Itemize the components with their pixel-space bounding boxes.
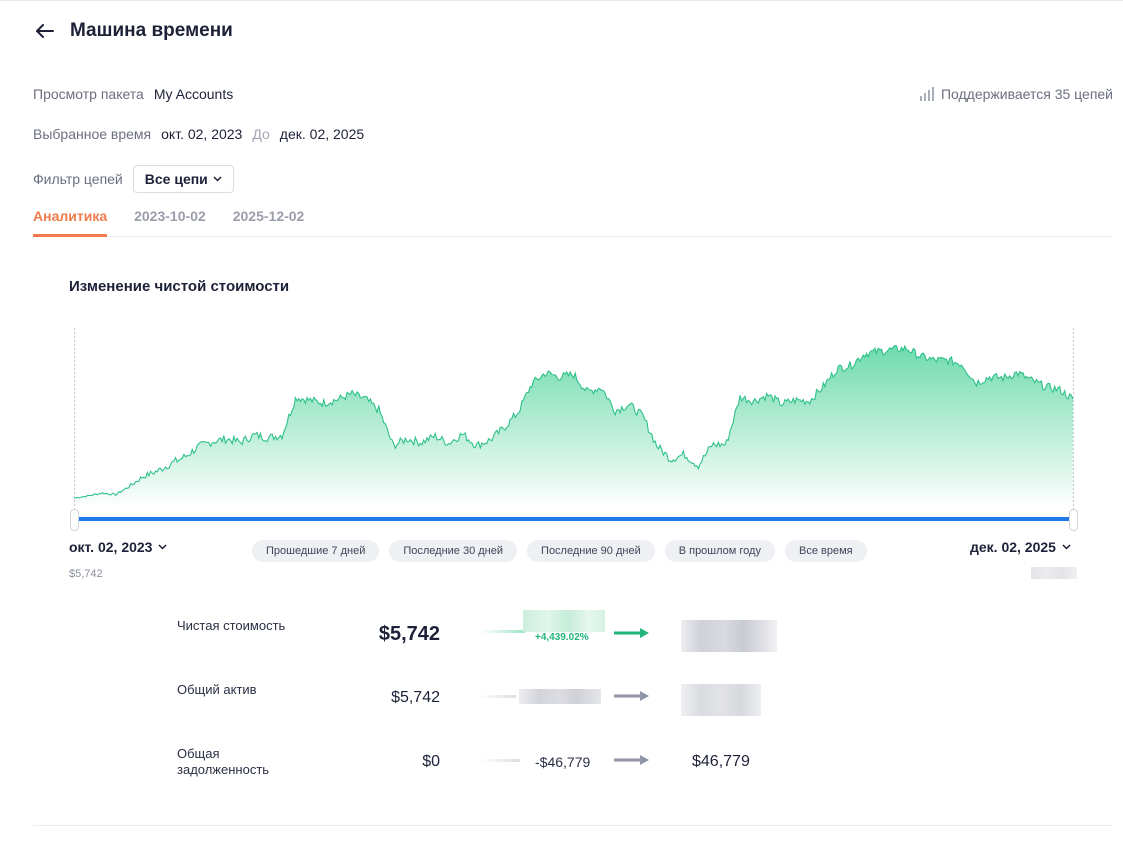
metric-start-value: $0: [422, 753, 440, 770]
range-slider-end-handle[interactable]: [1069, 509, 1078, 531]
metric-net-worth: Чистая стоимость $5,742 +4,439.02%: [177, 610, 877, 658]
chain-filter-value: Все цепи: [144, 171, 208, 187]
net-worth-line: [73, 344, 1074, 499]
metric-total-assets: Общий актив $5,742: [177, 682, 877, 722]
preset-all-time[interactable]: Все время: [784, 540, 867, 562]
preset-7-days[interactable]: Прошедшие 7 дней: [252, 540, 380, 562]
tab-analytics[interactable]: Аналитика: [33, 208, 108, 237]
net-worth-area: [74, 345, 1073, 505]
metric-percent-change: +4,439.02%: [535, 632, 589, 643]
metric-start-value: $5,742: [378, 623, 440, 645]
bundle-row: Просмотр пакета My Accounts: [33, 86, 233, 102]
arrow-right-icon: [614, 628, 649, 638]
end-value-blurred: [1031, 567, 1077, 579]
bottom-divider: [33, 825, 1112, 826]
metric-start-value: $5,742: [391, 689, 440, 706]
time-from: окт. 02, 2023: [161, 126, 243, 142]
start-date-label: окт. 02, 2023: [69, 539, 153, 555]
chain-filter-dropdown[interactable]: Все цепи: [132, 165, 234, 193]
end-date-label: дек. 02, 2025: [970, 539, 1056, 555]
metric-total-debt: Общая задолженность $0 -$46,779 $46,779: [177, 746, 877, 786]
end-value-blurred: [681, 620, 777, 652]
supported-chains-text: Поддерживается 35 цепей: [940, 86, 1113, 102]
tab-date-end[interactable]: 2025-12-02: [232, 208, 305, 224]
arrow-right-icon: [614, 691, 649, 701]
metric-label: Чистая стоимость: [177, 618, 286, 633]
chain-filter-row: Фильтр цепей Все цепи: [33, 165, 234, 193]
start-date-dropdown[interactable]: окт. 02, 2023: [69, 539, 167, 555]
metric-end-value: $46,779: [692, 753, 750, 770]
chevron-down-icon: [158, 544, 167, 550]
time-to: дек. 02, 2025: [279, 126, 365, 142]
delta-blurred: [523, 610, 605, 632]
end-date-dropdown[interactable]: дек. 02, 2025: [970, 539, 1071, 555]
bundle-value[interactable]: My Accounts: [153, 86, 234, 102]
range-slider-start-handle[interactable]: [70, 509, 79, 531]
preset-30-days[interactable]: Последние 30 дней: [389, 540, 518, 562]
metric-label: Общий актив: [177, 682, 257, 697]
time-row: Выбранное время окт. 02, 2023 До дек. 02…: [33, 126, 364, 142]
range-presets: Прошедшие 7 дней Последние 30 дней После…: [252, 540, 867, 562]
tab-bar: Аналитика 2023-10-02 2025-12-02: [33, 208, 1112, 237]
chain-filter-label: Фильтр цепей: [33, 171, 123, 187]
chevron-down-icon: [213, 176, 222, 182]
start-value: $5,742: [69, 568, 103, 580]
metric-delta: -$46,779: [535, 754, 591, 770]
bundle-label: Просмотр пакета: [33, 86, 144, 102]
fade-line: [480, 759, 520, 762]
metric-label: Общая задолженность: [177, 746, 270, 777]
page-title: Машина времени: [70, 20, 233, 41]
range-slider-track[interactable]: [74, 517, 1074, 521]
top-divider: [0, 0, 1123, 1]
time-label: Выбранное время: [33, 126, 152, 142]
fade-line: [480, 630, 525, 633]
back-arrow-icon[interactable]: [36, 21, 56, 41]
time-to-word: До: [252, 126, 270, 142]
signal-bars-icon: [919, 87, 934, 101]
delta-blurred: [519, 689, 601, 704]
supported-chains: Поддерживается 35 цепей: [919, 86, 1113, 102]
tab-date-start[interactable]: 2023-10-02: [134, 208, 206, 224]
arrow-right-icon: [614, 755, 649, 765]
net-worth-chart: [73, 328, 1074, 510]
chart-title: Изменение чистой стоимости: [69, 278, 290, 295]
preset-last-year[interactable]: В прошлом году: [664, 540, 775, 562]
end-value-blurred: [681, 684, 761, 716]
chevron-down-icon: [1062, 544, 1071, 550]
page-header: Машина времени: [36, 20, 233, 42]
fade-line: [480, 695, 516, 698]
preset-90-days[interactable]: Последние 90 дней: [527, 540, 655, 562]
